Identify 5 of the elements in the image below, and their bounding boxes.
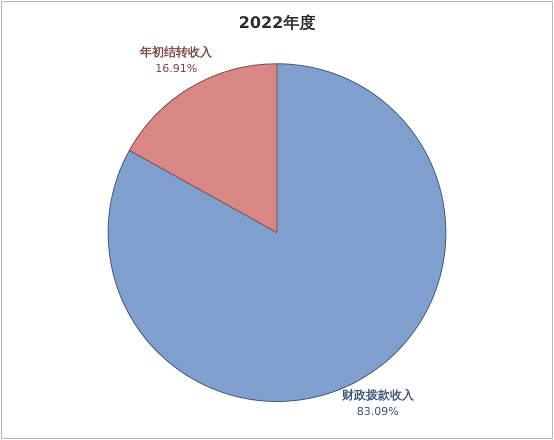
data-label: 16.91%	[155, 62, 198, 75]
slice-label: 财政拨款收入	[340, 388, 415, 402]
data-label: 83.09%	[356, 404, 399, 418]
slice-label: 年初结转收入	[139, 45, 214, 60]
chart-title: 2022年度	[238, 12, 316, 32]
